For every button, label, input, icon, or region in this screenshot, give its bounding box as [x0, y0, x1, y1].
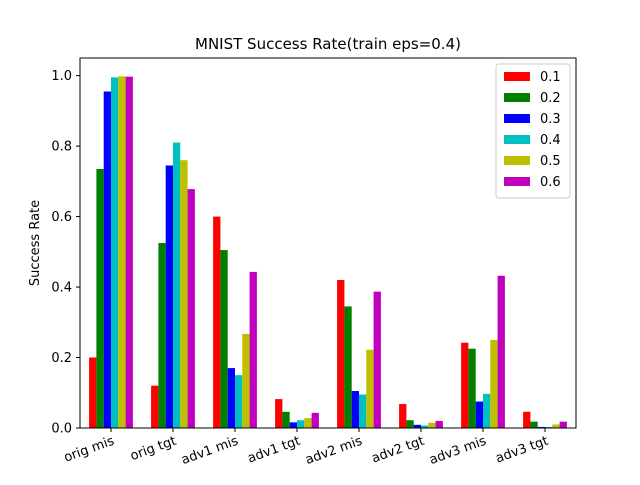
chart-title: MNIST Success Rate(train eps=0.4) — [195, 35, 461, 53]
bar-adv1-mis-0.6 — [249, 271, 257, 428]
x-tick-label: adv3 tgt — [494, 434, 551, 467]
bar-orig-tgt-0.4 — [173, 142, 181, 428]
bar-adv3-tgt-0.5 — [552, 424, 560, 428]
bar-adv2-tgt-0.6 — [435, 420, 443, 428]
bars-layer — [89, 76, 567, 429]
legend-label: 0.3 — [540, 112, 561, 127]
y-tick-label: 0.2 — [51, 351, 72, 366]
bar-adv2-mis-0.4 — [359, 394, 367, 428]
bar-orig-mis-0.6 — [125, 76, 133, 429]
bar-adv3-mis-0.6 — [497, 275, 505, 428]
bar-orig-tgt-0.1 — [151, 385, 159, 428]
bar-orig-tgt-0.6 — [187, 189, 195, 428]
y-tick-label: 0.4 — [51, 281, 72, 296]
legend-label: 0.6 — [540, 175, 561, 190]
y-tick-label: 0.8 — [51, 140, 72, 155]
bar-adv3-tgt-0.6 — [559, 421, 567, 428]
bar-adv1-mis-0.3 — [227, 368, 235, 428]
bar-adv2-mis-0.1 — [337, 280, 345, 428]
bar-adv2-tgt-0.4 — [421, 425, 429, 428]
bar-adv1-tgt-0.4 — [297, 420, 305, 428]
legend-label: 0.5 — [540, 154, 561, 169]
bar-orig-mis-0.5 — [118, 76, 126, 428]
bar-adv3-mis-0.2 — [468, 348, 476, 428]
x-tick-label: adv1 mis — [179, 434, 240, 468]
legend-swatch-0.4 — [504, 135, 530, 144]
bar-adv2-mis-0.2 — [344, 306, 352, 428]
y-axis-label: Success Rate — [28, 200, 43, 286]
legend-swatch-0.2 — [504, 93, 530, 102]
bar-orig-mis-0.2 — [96, 169, 104, 428]
bar-adv3-mis-0.3 — [475, 401, 483, 428]
bar-adv2-mis-0.5 — [366, 349, 374, 428]
bar-adv1-tgt-0.2 — [282, 411, 290, 428]
bar-adv3-mis-0.5 — [490, 339, 498, 428]
bar-orig-tgt-0.2 — [158, 243, 166, 428]
bar-adv2-tgt-0.2 — [406, 420, 414, 428]
x-tick-label: adv2 mis — [303, 434, 364, 468]
y-tick-label: 1.0 — [51, 69, 72, 84]
legend-swatch-0.1 — [504, 72, 530, 81]
bar-adv1-mis-0.2 — [220, 250, 228, 428]
bar-adv3-mis-0.1 — [461, 342, 469, 428]
bar-adv3-tgt-0.4 — [545, 426, 553, 428]
bar-adv1-tgt-0.3 — [289, 422, 297, 428]
bar-orig-tgt-0.3 — [165, 165, 173, 429]
bar-adv2-tgt-0.5 — [428, 422, 436, 428]
bar-orig-mis-0.3 — [103, 91, 111, 428]
bar-adv1-tgt-0.1 — [275, 399, 283, 428]
bar-adv1-tgt-0.5 — [304, 418, 312, 428]
bar-adv3-tgt-0.3 — [537, 426, 545, 428]
legend-label: 0.4 — [540, 133, 561, 148]
bar-orig-tgt-0.5 — [180, 160, 188, 428]
legend-swatch-0.5 — [504, 156, 530, 165]
bar-adv1-tgt-0.6 — [311, 412, 319, 428]
x-tick-label: orig tgt — [128, 434, 178, 464]
bar-adv2-mis-0.6 — [373, 291, 381, 428]
y-tick-label: 0.0 — [51, 422, 72, 437]
plot-frame — [79, 57, 577, 429]
bar-adv1-mis-0.1 — [213, 216, 221, 428]
bar-adv3-tgt-0.2 — [530, 421, 538, 428]
legend-label: 0.2 — [540, 91, 561, 106]
legend-swatch-0.3 — [504, 114, 530, 123]
bar-adv1-mis-0.4 — [235, 375, 243, 428]
legend-label: 0.1 — [540, 70, 561, 85]
x-tick-label: adv1 tgt — [246, 434, 303, 467]
bar-adv2-tgt-0.1 — [399, 404, 407, 428]
legend: 0.1 0.2 0.3 0.4 0.5 0.6 — [495, 63, 571, 199]
bar-adv3-tgt-0.1 — [523, 411, 531, 428]
legend-swatch-0.6 — [504, 177, 530, 186]
x-tick-label: adv2 tgt — [370, 434, 427, 467]
bar-orig-mis-0.1 — [89, 357, 97, 428]
x-tick-label: adv3 mis — [427, 434, 488, 468]
x-tick-label: orig mis — [62, 434, 117, 466]
bar-adv2-mis-0.3 — [351, 391, 359, 428]
bar-adv2-tgt-0.3 — [413, 424, 421, 428]
bar-adv3-mis-0.4 — [483, 393, 491, 428]
y-tick-label: 0.6 — [51, 210, 72, 225]
bar-orig-mis-0.4 — [111, 77, 119, 428]
bar-adv1-mis-0.5 — [242, 333, 250, 428]
